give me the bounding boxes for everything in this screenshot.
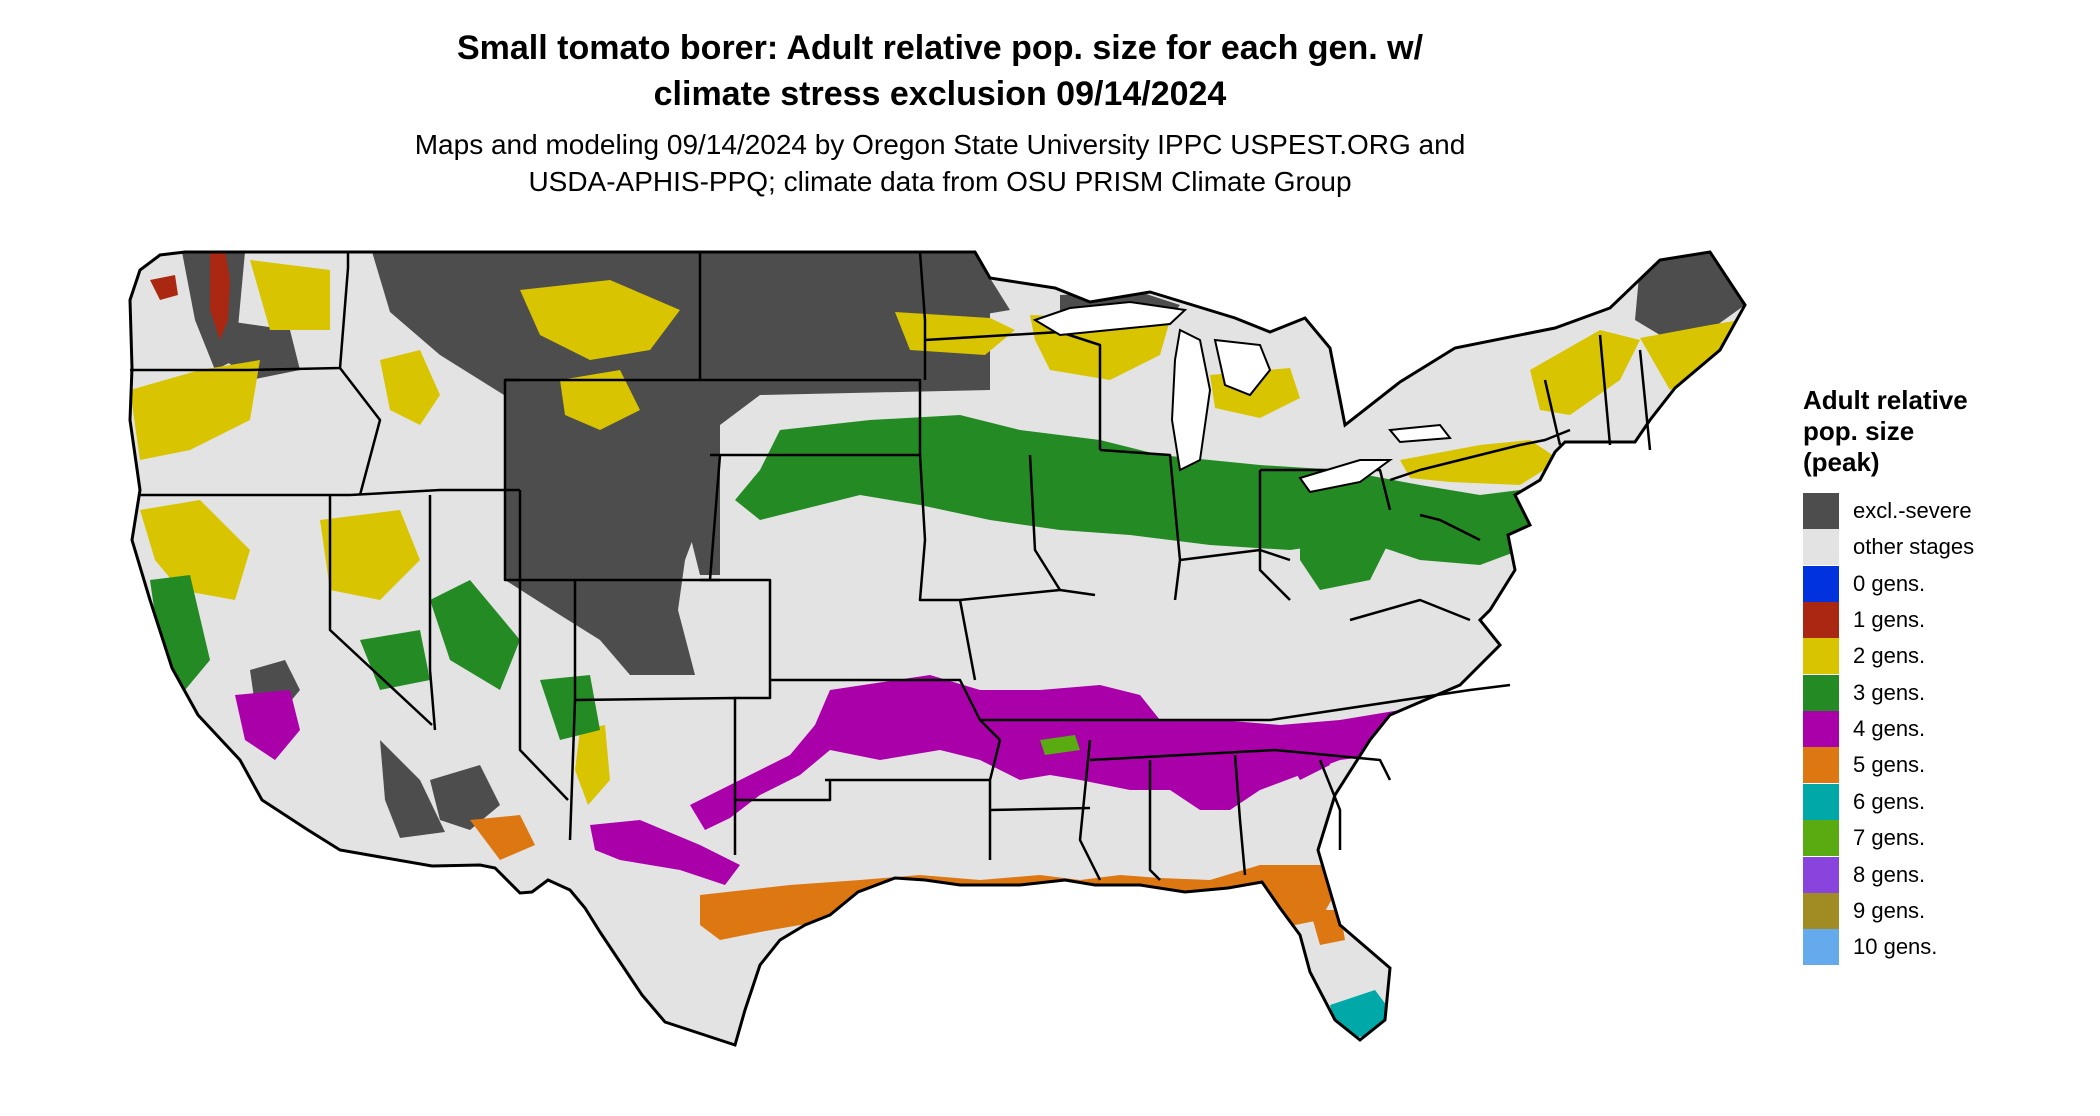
legend-label: 9 gens.: [1853, 898, 1926, 924]
legend-swatch: [1803, 601, 1839, 638]
legend-item: 7 gens.: [1803, 820, 2083, 857]
zone-1-gens: [150, 252, 230, 340]
legend-item: 1 gens.: [1803, 601, 2083, 638]
legend-swatch: [1803, 893, 1839, 930]
legend: Adult relative pop. size (peak) excl.-se…: [1803, 385, 2083, 966]
state-borders: [130, 251, 1652, 881]
legend-swatch: [1803, 856, 1839, 893]
legend-item: 2 gens.: [1803, 638, 2083, 675]
subtitle-line-2: USDA-APHIS-PPQ; climate data from OSU PR…: [528, 166, 1352, 198]
legend-item: 6 gens.: [1803, 783, 2083, 820]
legend-label: other stages: [1853, 534, 1975, 560]
legend-swatch: [1803, 529, 1839, 566]
legend-label: 7 gens.: [1853, 825, 1926, 851]
zone-7-gens: [1040, 735, 1080, 755]
legend-title-line-1: Adult relative: [1803, 385, 1968, 415]
legend-item: other stages: [1803, 529, 2083, 566]
legend-label: 6 gens.: [1853, 788, 1926, 814]
legend-label: 2 gens.: [1853, 643, 1926, 669]
legend-label: excl.-severe: [1853, 497, 1972, 523]
map-subtitle: Maps and modeling 09/14/2024 by Oregon S…: [210, 126, 1670, 200]
legend-label: 8 gens.: [1853, 861, 1926, 887]
us-map: [128, 250, 1747, 1047]
gen-zones: [130, 252, 1745, 1038]
legend-swatch: [1803, 674, 1839, 711]
legend-swatch: [1803, 638, 1839, 675]
legend-swatch: [1803, 492, 1839, 529]
lake-michigan: [1170, 328, 1212, 472]
legend-item: 9 gens.: [1803, 893, 2083, 930]
legend-label: 5 gens.: [1853, 752, 1926, 778]
map-title: Small tomato borer: Adult relative pop. …: [210, 26, 1670, 118]
legend-item: 10 gens.: [1803, 929, 2083, 966]
legend-swatch: [1803, 711, 1839, 748]
legend-item: 8 gens.: [1803, 856, 2083, 893]
legend-label: 1 gens.: [1853, 606, 1926, 632]
legend-title: Adult relative pop. size (peak): [1803, 385, 2083, 479]
legend-item: 0 gens.: [1803, 565, 2083, 602]
lake-superior: [1032, 300, 1188, 337]
legend-swatch: [1803, 747, 1839, 784]
legend-label: 3 gens.: [1853, 679, 1926, 705]
map-area: [0, 220, 1770, 1110]
legend-label: 4 gens.: [1853, 716, 1926, 742]
legend-swatch: [1803, 820, 1839, 857]
title-line-1: Small tomato borer: Adult relative pop. …: [456, 29, 1424, 67]
subtitle-line-1: Maps and modeling 09/14/2024 by Oregon S…: [414, 128, 1466, 160]
legend-item: excl.-severe: [1803, 492, 2083, 529]
legend-swatch: [1803, 783, 1839, 820]
legend-items: excl.-severe other stages 0 gens. 1 gens. 2 …: [1803, 492, 2083, 966]
title-block: Small tomato borer: Adult relative pop. …: [210, 26, 1670, 200]
legend-item: 4 gens.: [1803, 711, 2083, 748]
zone-3-gens: [150, 415, 1535, 740]
title-line-2: climate stress exclusion 09/14/2024: [653, 74, 1227, 113]
zone-6-gens: [830, 975, 1390, 1038]
great-lakes: [1032, 300, 1452, 494]
legend-swatch: [1803, 929, 1839, 966]
legend-title-line-3: (peak): [1803, 447, 1880, 478]
legend-swatch: [1803, 565, 1839, 602]
lake-ontario: [1388, 423, 1452, 444]
legend-title-line-2: pop. size: [1803, 416, 1915, 447]
legend-label: 10 gens.: [1853, 934, 1938, 960]
legend-item: 3 gens.: [1803, 674, 2083, 711]
lake-erie: [1298, 459, 1394, 494]
legend-label: 0 gens.: [1853, 570, 1926, 596]
lake-huron: [1213, 338, 1272, 397]
zone-4-gens: [235, 675, 1525, 885]
legend-item: 5 gens.: [1803, 747, 2083, 784]
